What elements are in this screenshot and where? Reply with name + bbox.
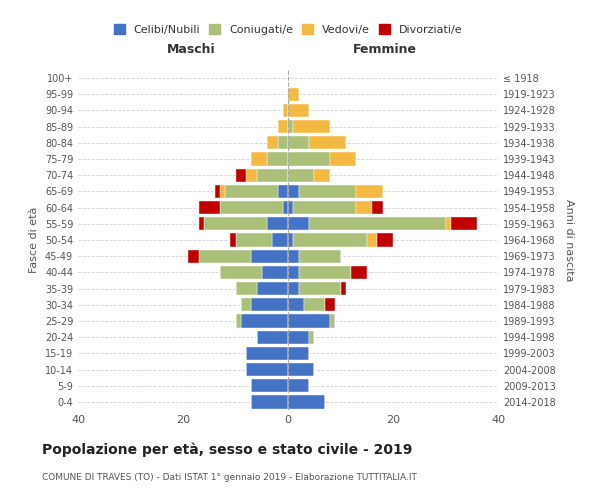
Bar <box>199 217 204 230</box>
Bar <box>309 136 346 149</box>
Bar <box>351 266 367 279</box>
Bar <box>235 168 246 182</box>
Text: COMUNE DI TRAVES (TO) - Dati ISTAT 1° gennaio 2019 - Elaborazione TUTTITALIA.IT: COMUNE DI TRAVES (TO) - Dati ISTAT 1° ge… <box>42 472 417 482</box>
Bar <box>288 282 299 295</box>
Bar <box>299 266 351 279</box>
Bar <box>293 234 367 246</box>
Bar <box>288 201 293 214</box>
Bar <box>288 396 325 408</box>
Y-axis label: Fasce di età: Fasce di età <box>29 207 39 273</box>
Text: Femmine: Femmine <box>353 44 416 57</box>
Bar <box>225 185 277 198</box>
Bar <box>267 152 288 166</box>
Bar <box>372 201 383 214</box>
Bar <box>299 282 341 295</box>
Bar <box>309 330 314 344</box>
Bar <box>251 379 288 392</box>
Bar <box>288 185 299 198</box>
Bar <box>257 330 288 344</box>
Bar <box>445 217 451 230</box>
Bar <box>288 104 309 117</box>
Bar <box>257 168 288 182</box>
Bar <box>288 88 299 101</box>
Bar <box>220 185 225 198</box>
Bar <box>288 217 309 230</box>
Bar <box>288 266 299 279</box>
Bar <box>288 346 309 360</box>
Bar <box>299 185 356 198</box>
Bar <box>241 314 288 328</box>
Bar <box>309 217 445 230</box>
Bar <box>341 282 346 295</box>
Text: Maschi: Maschi <box>167 44 216 57</box>
Bar <box>220 266 262 279</box>
Bar <box>267 217 288 230</box>
Bar <box>288 120 293 134</box>
Bar <box>288 250 299 263</box>
Bar <box>293 201 356 214</box>
Bar <box>293 120 330 134</box>
Bar <box>288 298 304 312</box>
Bar <box>257 282 288 295</box>
Bar <box>288 363 314 376</box>
Bar <box>199 201 220 214</box>
Bar <box>251 152 267 166</box>
Bar <box>188 250 199 263</box>
Bar <box>356 201 372 214</box>
Bar <box>251 250 288 263</box>
Bar <box>377 234 393 246</box>
Bar <box>288 234 293 246</box>
Bar <box>277 136 288 149</box>
Bar <box>356 185 383 198</box>
Bar <box>330 314 335 328</box>
Bar <box>235 234 272 246</box>
Bar <box>299 250 341 263</box>
Y-axis label: Anni di nascita: Anni di nascita <box>564 198 574 281</box>
Legend: Celibi/Nubili, Coniugati/e, Vedovi/e, Divorziati/e: Celibi/Nubili, Coniugati/e, Vedovi/e, Di… <box>110 21 466 38</box>
Bar <box>262 266 288 279</box>
Bar <box>288 330 309 344</box>
Bar <box>251 396 288 408</box>
Bar <box>277 185 288 198</box>
Bar <box>277 120 288 134</box>
Bar <box>283 104 288 117</box>
Bar <box>288 152 330 166</box>
Bar <box>451 217 477 230</box>
Bar <box>330 152 356 166</box>
Bar <box>220 201 283 214</box>
Bar <box>204 217 267 230</box>
Bar <box>283 201 288 214</box>
Bar <box>246 346 288 360</box>
Bar <box>241 298 251 312</box>
Bar <box>288 136 309 149</box>
Bar <box>199 250 251 263</box>
Text: Popolazione per età, sesso e stato civile - 2019: Popolazione per età, sesso e stato civil… <box>42 442 412 457</box>
Bar <box>288 314 330 328</box>
Bar <box>288 379 309 392</box>
Bar <box>314 168 330 182</box>
Bar <box>230 234 235 246</box>
Bar <box>272 234 288 246</box>
Bar <box>288 168 314 182</box>
Bar <box>246 168 257 182</box>
Bar <box>304 298 325 312</box>
Bar <box>215 185 220 198</box>
Bar <box>235 314 241 328</box>
Bar <box>251 298 288 312</box>
Bar <box>367 234 377 246</box>
Bar <box>325 298 335 312</box>
Bar <box>246 363 288 376</box>
Bar <box>235 282 257 295</box>
Bar <box>267 136 277 149</box>
